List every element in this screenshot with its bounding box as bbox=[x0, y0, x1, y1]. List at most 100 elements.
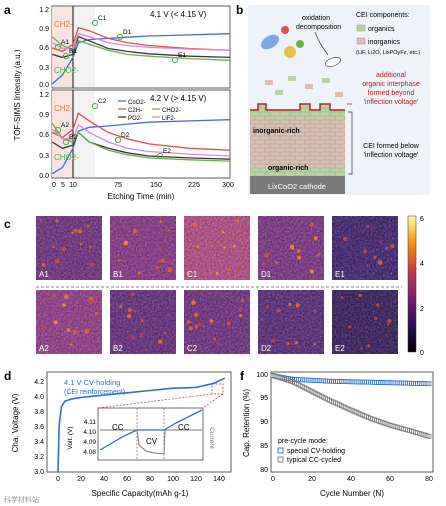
colorbar bbox=[407, 215, 417, 353]
map-noise-e2 bbox=[332, 290, 398, 354]
d-xtick-2: 40 bbox=[100, 476, 108, 483]
map-hotspot bbox=[192, 222, 197, 227]
a-ytick-top-3: 0.9 bbox=[39, 26, 49, 33]
map-hotspot bbox=[240, 298, 245, 303]
map-hotspot bbox=[53, 320, 59, 325]
legend-cv-swatch bbox=[277, 447, 284, 454]
panel-a-bottom-ch-label: CH2- bbox=[54, 104, 73, 113]
map-hotspot bbox=[164, 332, 167, 335]
organics-swatch bbox=[356, 24, 366, 32]
panel-a-yticks: 0.0 0.3 0.6 0.9 1.2 0.0 0.3 0.6 0.9 1.2 bbox=[39, 7, 49, 180]
map-hotspot bbox=[363, 249, 368, 254]
map-label-a1: A1 bbox=[39, 270, 49, 279]
point-marker-b2 bbox=[62, 138, 70, 146]
map-label-c2: C2 bbox=[187, 344, 198, 353]
map-hotspot bbox=[197, 322, 201, 326]
a-xtick-5: 225 bbox=[188, 182, 200, 189]
point-marker-b1 bbox=[62, 52, 70, 60]
map-hotspot bbox=[367, 344, 371, 348]
map-hotspot bbox=[261, 318, 263, 321]
cathode-bar bbox=[250, 176, 345, 194]
map-hotspot bbox=[264, 253, 269, 258]
d-xtick-3: 60 bbox=[123, 476, 131, 483]
point-label-e1: E1 bbox=[178, 52, 186, 59]
f-ytick-2: 90 bbox=[260, 419, 268, 426]
series-po2 bbox=[51, 35, 231, 59]
inset-ytick-2: 4.09 bbox=[83, 439, 96, 446]
particle bbox=[265, 80, 273, 85]
legend-lif2: LiF2- bbox=[162, 116, 176, 122]
map-hotspot bbox=[155, 266, 159, 270]
panel-a-label: a bbox=[4, 3, 11, 17]
map-hotspot bbox=[233, 245, 236, 248]
point-marker-a1 bbox=[54, 43, 62, 51]
legend-po2: PO2- bbox=[128, 116, 142, 122]
f-xtick-0: 0 bbox=[271, 476, 275, 483]
d-ytick-0: 3.0 bbox=[34, 469, 44, 476]
map-hotspot bbox=[218, 241, 220, 243]
map-hotspot bbox=[128, 308, 132, 312]
map-hotspot bbox=[235, 219, 240, 223]
a-ytick-bot-1: 0.3 bbox=[39, 153, 49, 160]
map-hotspot bbox=[377, 260, 383, 265]
map-hotspot bbox=[289, 244, 295, 249]
map-hotspot bbox=[194, 247, 199, 251]
inset-ylabel: Volt. (V) bbox=[67, 426, 74, 449]
d-xtick-4: 80 bbox=[146, 476, 154, 483]
panel-f-yticks: 80 85 90 95 100 bbox=[256, 372, 268, 474]
map-hotspot bbox=[157, 260, 161, 263]
map-hotspot bbox=[169, 261, 173, 265]
panel-f-label: f bbox=[240, 369, 245, 383]
cv-holding-point bbox=[426, 381, 432, 387]
map-hotspot bbox=[376, 303, 380, 307]
a-xtick-0: 0 bbox=[52, 182, 56, 189]
organic-rich-label: organic-rich bbox=[268, 165, 308, 172]
decomposition-text: decomposition bbox=[296, 24, 341, 31]
series-lif2 bbox=[51, 123, 231, 157]
panel-f-xlabel: Cycle Number (N) bbox=[320, 489, 384, 498]
map-label-e2: E2 bbox=[335, 344, 345, 353]
panel-a-bottom-series bbox=[51, 112, 231, 175]
d-ytick-3: 3.6 bbox=[34, 424, 44, 431]
panel-c-label: c bbox=[4, 217, 11, 231]
molecule-icon-5 bbox=[325, 57, 341, 67]
panel-d: d 4.1 V CV-holding (CEI reinforcement) C… bbox=[4, 369, 232, 498]
zoom-box bbox=[211, 383, 224, 395]
map-label-c1: C1 bbox=[187, 270, 198, 279]
map-hotspot bbox=[41, 263, 46, 267]
map-hotspot bbox=[126, 314, 131, 319]
map-hotspot bbox=[374, 316, 378, 321]
map-hotspot bbox=[191, 300, 196, 305]
f-xtick-1: 20 bbox=[308, 476, 316, 483]
map-hotspot bbox=[358, 293, 362, 297]
map-hotspot bbox=[373, 255, 377, 259]
point-marker-e2 bbox=[156, 152, 164, 160]
point-marker-a2 bbox=[54, 126, 62, 134]
cathode-label: LixCoO2 cathode bbox=[268, 182, 326, 191]
f-ytick-4: 100 bbox=[256, 372, 268, 379]
map-hotspot bbox=[300, 220, 303, 223]
panel-f-xticks: 0 20 40 60 80 bbox=[271, 476, 433, 483]
inset-yticks: 4.11 4.10 4.09 4.08 bbox=[83, 419, 96, 456]
particle bbox=[335, 92, 343, 97]
map-hotspot bbox=[73, 228, 78, 233]
map-hotspot bbox=[313, 309, 316, 312]
d-ytick-6: 4.2 bbox=[34, 379, 44, 386]
zoom-line-2 bbox=[202, 393, 224, 409]
map-hotspot bbox=[294, 341, 298, 345]
map-noise-c2 bbox=[184, 290, 250, 354]
map-hotspot bbox=[236, 235, 239, 239]
map-label-d2: D2 bbox=[261, 344, 272, 353]
panel-a-xticks: 0 5 10 75 150 225 300 bbox=[52, 182, 234, 189]
map-hotspot bbox=[366, 224, 370, 228]
map-hotspot bbox=[39, 218, 42, 222]
inset-ytick-3: 4.08 bbox=[83, 449, 96, 456]
panel-a-bottom-shade bbox=[52, 91, 73, 177]
map-hotspot bbox=[215, 272, 219, 275]
map-hotspot bbox=[187, 272, 190, 275]
map-hotspot bbox=[236, 266, 240, 270]
legend-coo2: CoO2- bbox=[128, 100, 146, 106]
inflection-voltage-text: 'inflection voltage' bbox=[364, 99, 419, 106]
map-hotspot bbox=[360, 347, 363, 350]
